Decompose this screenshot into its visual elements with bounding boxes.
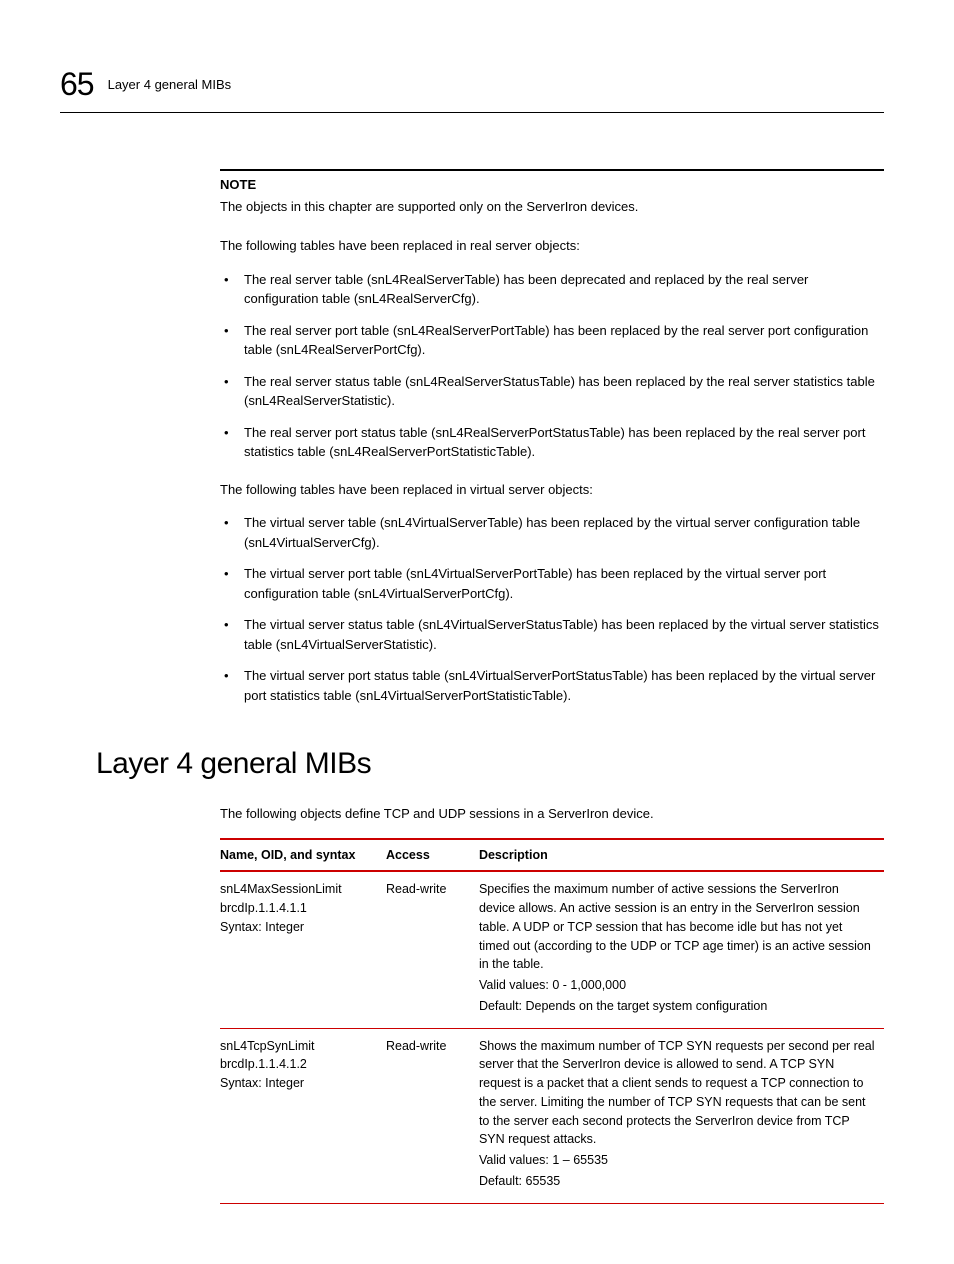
page-header: 65 Layer 4 general MIBs (60, 60, 884, 113)
cell-description: Specifies the maximum number of active s… (479, 871, 884, 1028)
table-header-row: Name, OID, and syntax Access Description (220, 839, 884, 872)
list-item: The real server table (snL4RealServerTab… (244, 270, 884, 309)
oid-syntax: Syntax: Integer (220, 918, 378, 937)
chapter-title: Layer 4 general MIBs (108, 75, 232, 95)
oid-syntax: Syntax: Integer (220, 1074, 378, 1093)
oid-name: snL4MaxSessionLimit (220, 880, 378, 899)
chapter-number: 65 (60, 60, 94, 108)
content-block: NOTE The objects in this chapter are sup… (220, 169, 884, 705)
oid-path: brcdIp.1.1.4.1.2 (220, 1055, 378, 1074)
col-header-name: Name, OID, and syntax (220, 839, 386, 872)
cell-name: snL4TcpSynLimit brcdIp.1.1.4.1.2 Syntax:… (220, 1028, 386, 1203)
col-header-description: Description (479, 839, 884, 872)
desc-default: Default: Depends on the target system co… (479, 997, 876, 1016)
section-block: The following objects define TCP and UDP… (220, 804, 884, 1204)
oid-path: brcdIp.1.1.4.1.1 (220, 899, 378, 918)
cell-description: Shows the maximum number of TCP SYN requ… (479, 1028, 884, 1203)
virtual-bullets: The virtual server table (snL4VirtualSer… (220, 513, 884, 705)
list-item: The virtual server table (snL4VirtualSer… (244, 513, 884, 552)
intro-virtual: The following tables have been replaced … (220, 480, 884, 500)
intro-real: The following tables have been replaced … (220, 236, 884, 256)
table-row: snL4TcpSynLimit brcdIp.1.1.4.1.2 Syntax:… (220, 1028, 884, 1203)
section-heading: Layer 4 general MIBs (96, 741, 884, 786)
mib-table: Name, OID, and syntax Access Description… (220, 838, 884, 1204)
desc-main: Shows the maximum number of TCP SYN requ… (479, 1037, 876, 1150)
real-bullets: The real server table (snL4RealServerTab… (220, 270, 884, 462)
note-text: The objects in this chapter are supporte… (220, 197, 884, 217)
desc-valid: Valid values: 1 – 65535 (479, 1151, 876, 1170)
col-header-access: Access (386, 839, 479, 872)
note-rule (220, 169, 884, 171)
cell-access: Read-write (386, 1028, 479, 1203)
section-intro: The following objects define TCP and UDP… (220, 804, 884, 824)
desc-default: Default: 65535 (479, 1172, 876, 1191)
list-item: The real server port status table (snL4R… (244, 423, 884, 462)
desc-main: Specifies the maximum number of active s… (479, 880, 876, 974)
note-label: NOTE (220, 175, 884, 195)
oid-name: snL4TcpSynLimit (220, 1037, 378, 1056)
cell-access: Read-write (386, 871, 479, 1028)
table-row: snL4MaxSessionLimit brcdIp.1.1.4.1.1 Syn… (220, 871, 884, 1028)
list-item: The virtual server port status table (sn… (244, 666, 884, 705)
desc-valid: Valid values: 0 - 1,000,000 (479, 976, 876, 995)
list-item: The real server port table (snL4RealServ… (244, 321, 884, 360)
list-item: The virtual server port table (snL4Virtu… (244, 564, 884, 603)
cell-name: snL4MaxSessionLimit brcdIp.1.1.4.1.1 Syn… (220, 871, 386, 1028)
list-item: The real server status table (snL4RealSe… (244, 372, 884, 411)
list-item: The virtual server status table (snL4Vir… (244, 615, 884, 654)
